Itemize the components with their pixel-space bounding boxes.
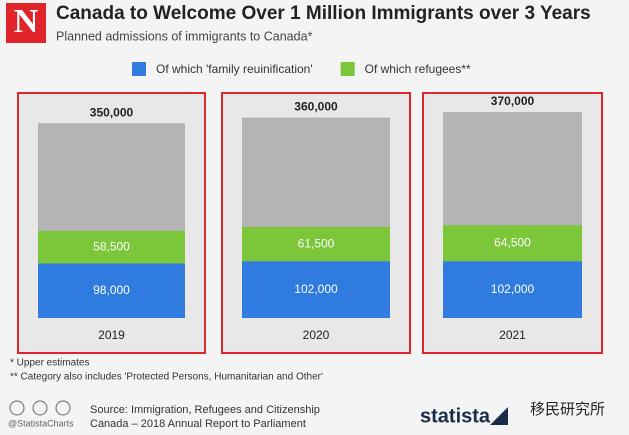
- value-label: 58,500: [93, 239, 130, 253]
- source: Source: Immigration, Refugees and Citize…: [90, 404, 320, 416]
- value-label: 98,000: [93, 283, 130, 297]
- footnote: ** Category also includes 'Protected Per…: [10, 372, 323, 383]
- legend-swatch: [132, 62, 146, 76]
- total-label: 350,000: [90, 105, 134, 119]
- nd-icon: [55, 400, 71, 416]
- bar-segment: [443, 225, 582, 262]
- value-label: 102,000: [294, 282, 338, 296]
- highlight-box: [221, 92, 411, 354]
- brand-icon: [490, 407, 508, 425]
- value-label: 61,500: [298, 236, 335, 250]
- x-tick-label: 2020: [303, 328, 330, 342]
- credit: @StatistaCharts: [8, 418, 74, 428]
- watermark: 移民研究所: [530, 401, 605, 418]
- bar-segment: [38, 230, 185, 264]
- total-label: 360,000: [294, 100, 338, 114]
- bar-segment: [242, 261, 390, 318]
- value-label: 102,000: [491, 282, 535, 296]
- by-icon: [32, 400, 48, 416]
- legend-label: Of which 'family reuinification': [156, 62, 313, 76]
- legend-swatch: [340, 62, 355, 76]
- bar-segment: [242, 226, 390, 262]
- highlight-box: [422, 92, 603, 354]
- x-tick-label: 2021: [499, 328, 526, 342]
- logo-box: [6, 3, 46, 43]
- footnote: * Upper estimates: [10, 358, 89, 369]
- x-tick-label: 2019: [98, 328, 125, 342]
- title: Canada to Welcome Over 1 Million Immigra…: [56, 3, 591, 24]
- brand: statista: [420, 405, 491, 427]
- logo: N: [14, 3, 39, 40]
- highlight-box: [17, 92, 206, 354]
- legend-label: Of which refugees**: [365, 62, 471, 76]
- bar-segment: [38, 263, 185, 318]
- bar-segment: [443, 261, 582, 318]
- subtitle: Planned admissions of immigrants to Cana…: [56, 29, 313, 43]
- value-label: 64,500: [494, 235, 531, 249]
- plot: Of which 'family reuinification' Of which…: [17, 62, 603, 354]
- cc-icon: [9, 400, 25, 416]
- source: Canada – 2018 Annual Report to Parliamen…: [90, 418, 306, 430]
- total-label: 370,000: [491, 94, 535, 108]
